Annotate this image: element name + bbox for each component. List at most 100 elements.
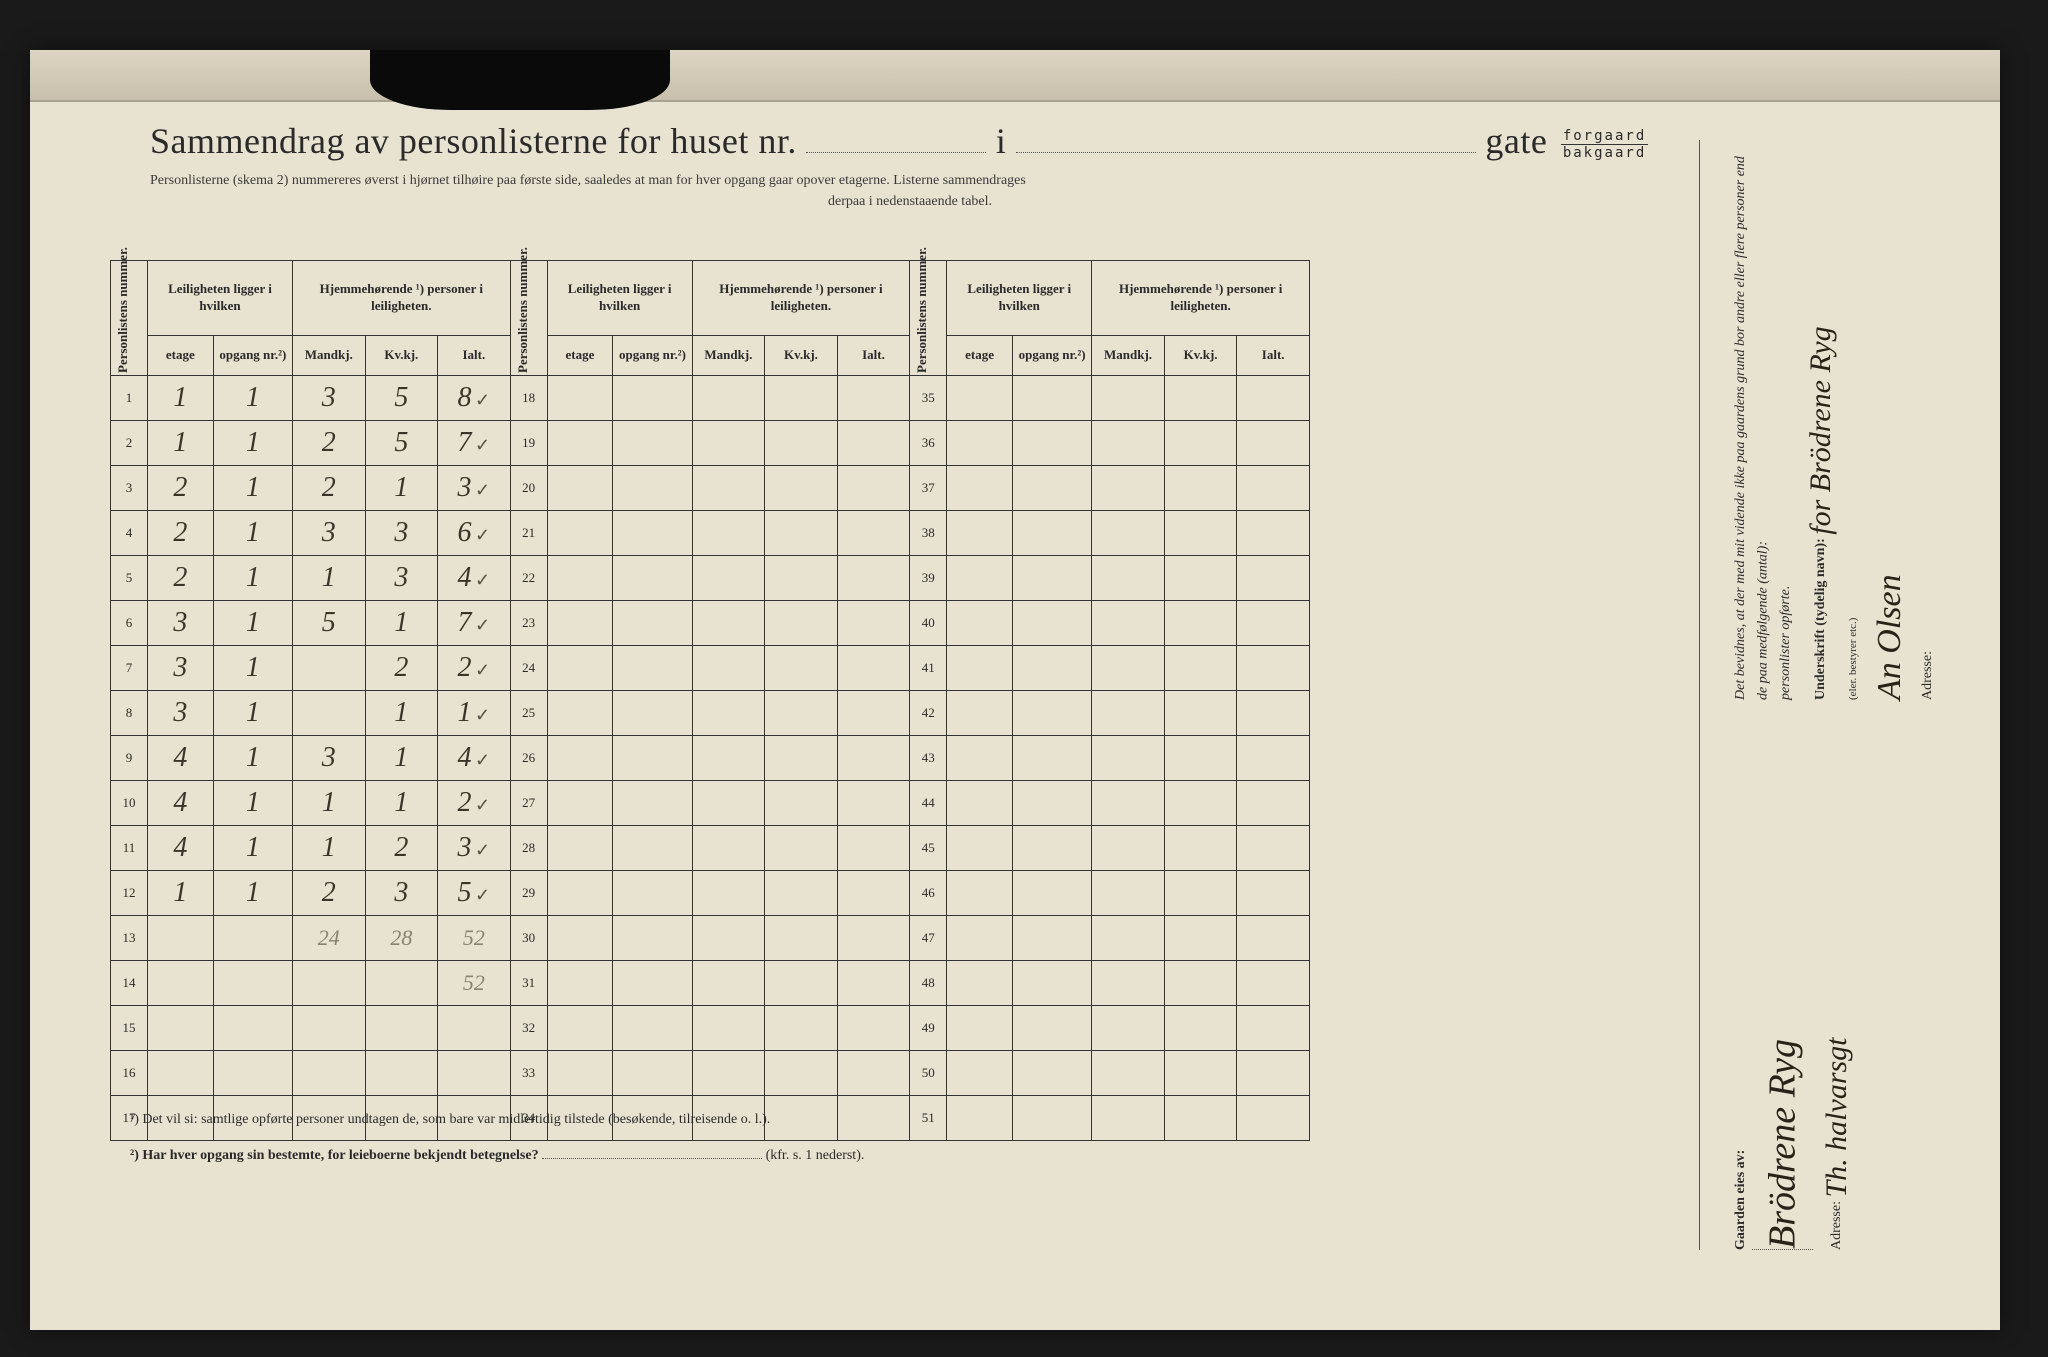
cell-ialt: 5 ✓ [438, 871, 511, 916]
footnotes: ¹) Det vil si: samtlige opførte personer… [130, 1106, 864, 1170]
rownum-left: 3 [111, 466, 148, 511]
table-row: 111358 ✓1835 [111, 376, 1310, 421]
subtitle: Personlisterne (skema 2) nummereres øver… [150, 170, 1670, 212]
cell-empty [1237, 691, 1310, 736]
col-personlistens-1: Personlistens nummer. [115, 263, 131, 373]
cell-empty [1164, 691, 1237, 736]
cell-kvkj: 2 [365, 826, 438, 871]
cell-opgang: 1 [213, 826, 292, 871]
rownum-mid: 30 [510, 916, 547, 961]
house-number-blank [806, 128, 986, 153]
rownum-left: 13 [111, 916, 148, 961]
cell-ialt: 4 ✓ [438, 556, 511, 601]
census-table: Personlistens nummer. Leiligheten ligger… [110, 260, 1310, 1141]
bevitnes-text: Det bevidnes, at der med mit vidende ikk… [1730, 140, 1775, 700]
cell-empty [837, 646, 910, 691]
personlister-text: personlister opførte. [1775, 140, 1797, 700]
cell-empty [837, 556, 910, 601]
cell-empty [837, 376, 910, 421]
cell-empty [1237, 961, 1310, 1006]
cell-ialt: 8 ✓ [438, 376, 511, 421]
cell-mandkj: 3 [293, 736, 366, 781]
table-row: 631517 ✓2340 [111, 601, 1310, 646]
rownum-mid: 29 [510, 871, 547, 916]
rownum-right: 43 [910, 736, 947, 781]
forgaard-bakgaard: forgaard bakgaard [1561, 128, 1648, 161]
h-opgang-2: opgang nr.²) [613, 335, 692, 375]
cell-empty [1237, 871, 1310, 916]
col-leiligheten-1: Leiligheten ligger i hvilken [148, 261, 293, 336]
cell-empty [1237, 916, 1310, 961]
cell-kvkj: 3 [365, 556, 438, 601]
cell-empty [947, 511, 1013, 556]
cell-etage [148, 961, 214, 1006]
cell-empty [1092, 376, 1165, 421]
cell-empty [692, 961, 765, 1006]
rownum-right: 50 [910, 1051, 947, 1096]
cell-mandkj: 1 [293, 826, 366, 871]
cell-empty [1237, 646, 1310, 691]
rownum-left: 9 [111, 736, 148, 781]
cell-kvkj: 1 [365, 736, 438, 781]
cell-empty [947, 1006, 1013, 1051]
cell-opgang: 1 [213, 376, 292, 421]
sidebar-attest-block: Det bevidnes, at der med mit vidende ikk… [1730, 140, 1930, 700]
cell-etage: 1 [148, 421, 214, 466]
table-row: 321213 ✓2037 [111, 466, 1310, 511]
cell-empty [947, 916, 1013, 961]
cell-mandkj: 24 [293, 916, 366, 961]
cell-empty [765, 1051, 838, 1096]
col-personlistens-2: Personlistens nummer. [515, 263, 531, 373]
title-mid: i [996, 121, 1007, 161]
cell-empty [547, 466, 613, 511]
cell-empty [837, 1006, 910, 1051]
cell-opgang: 1 [213, 646, 292, 691]
cell-empty [547, 871, 613, 916]
cell-empty [1012, 736, 1091, 781]
col-leiligheten-3: Leiligheten ligger i hvilken [947, 261, 1092, 336]
cell-empty [1164, 1006, 1237, 1051]
rownum-right: 49 [910, 1006, 947, 1051]
signature-1: for Brödrene Ryg [1804, 326, 1837, 534]
cell-opgang [213, 961, 292, 1006]
h-opgang-1: opgang nr.²) [213, 335, 292, 375]
cell-ialt: 52 [438, 916, 511, 961]
rownum-right: 46 [910, 871, 947, 916]
cell-etage [148, 1051, 214, 1096]
col-leiligheten-2: Leiligheten ligger i hvilken [547, 261, 692, 336]
h-mandkj-1: Mandkj. [293, 335, 366, 375]
cell-opgang: 1 [213, 511, 292, 556]
footnote-1: ¹) Det vil si: samtlige opførte personer… [130, 1106, 864, 1134]
cell-empty [613, 871, 692, 916]
rownum-mid: 18 [510, 376, 547, 421]
rownum-left: 15 [111, 1006, 148, 1051]
cell-empty [1164, 736, 1237, 781]
rownum-right: 41 [910, 646, 947, 691]
footnote-2-prefix: ²) Har hver opgang sin bestemte, for lei… [130, 1148, 539, 1163]
rownum-mid: 25 [510, 691, 547, 736]
cell-empty [692, 871, 765, 916]
cell-empty [1237, 781, 1310, 826]
cell-ialt: 7 ✓ [438, 421, 511, 466]
table-row: 521134 ✓2239 [111, 556, 1310, 601]
cell-kvkj: 1 [365, 601, 438, 646]
cell-empty [613, 421, 692, 466]
cell-empty [613, 916, 692, 961]
rownum-right: 36 [910, 421, 947, 466]
cell-empty [947, 736, 1013, 781]
cell-opgang: 1 [213, 421, 292, 466]
cell-mandkj [293, 1051, 366, 1096]
cell-empty [947, 1096, 1013, 1141]
cell-ialt: 4 ✓ [438, 736, 511, 781]
cell-ialt [438, 1051, 511, 1096]
footnote-blank [542, 1134, 762, 1159]
rownum-right: 51 [910, 1096, 947, 1141]
rownum-right: 48 [910, 961, 947, 1006]
cell-kvkj: 3 [365, 871, 438, 916]
rownum-right: 44 [910, 781, 947, 826]
cell-empty [692, 916, 765, 961]
cell-etage: 3 [148, 601, 214, 646]
rownum-mid: 32 [510, 1006, 547, 1051]
cell-etage: 2 [148, 511, 214, 556]
cell-empty [765, 826, 838, 871]
